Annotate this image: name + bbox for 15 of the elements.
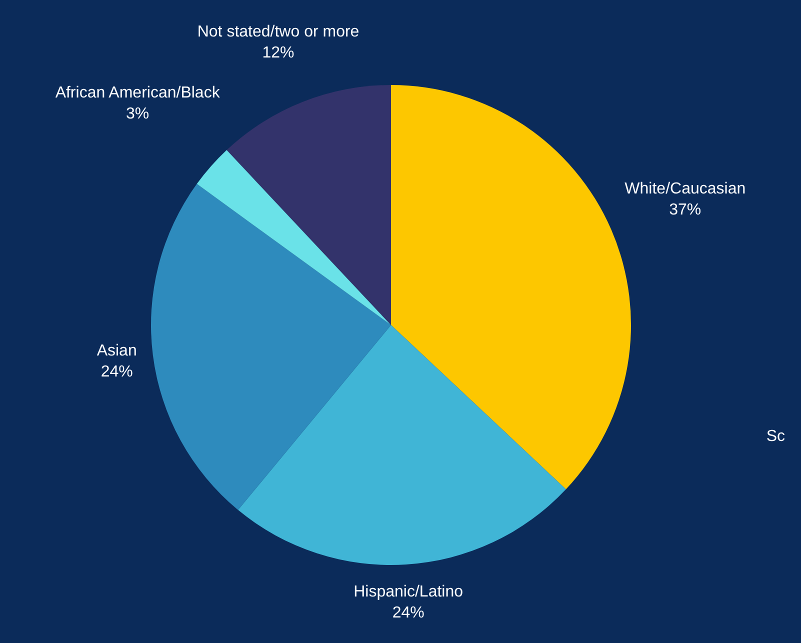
text: Sc [766,428,785,445]
slice-label: Not stated/two or more [197,23,360,40]
pie-slice [151,184,391,510]
slice-label: African American/Black [55,84,221,102]
data-label: 37% [669,202,702,219]
pie-slice [196,150,391,325]
data-label: 24% [100,364,133,381]
pie-slice [226,85,391,325]
pie-slice [238,325,566,565]
data-label: 3% [126,106,150,123]
data-label: 12% [262,44,294,62]
slice-label: Asian [96,342,137,360]
data-label: 24% [392,604,424,622]
slice-label: White/Caucasian [624,180,746,198]
slice-label: Hispanic/Latino [354,584,464,601]
